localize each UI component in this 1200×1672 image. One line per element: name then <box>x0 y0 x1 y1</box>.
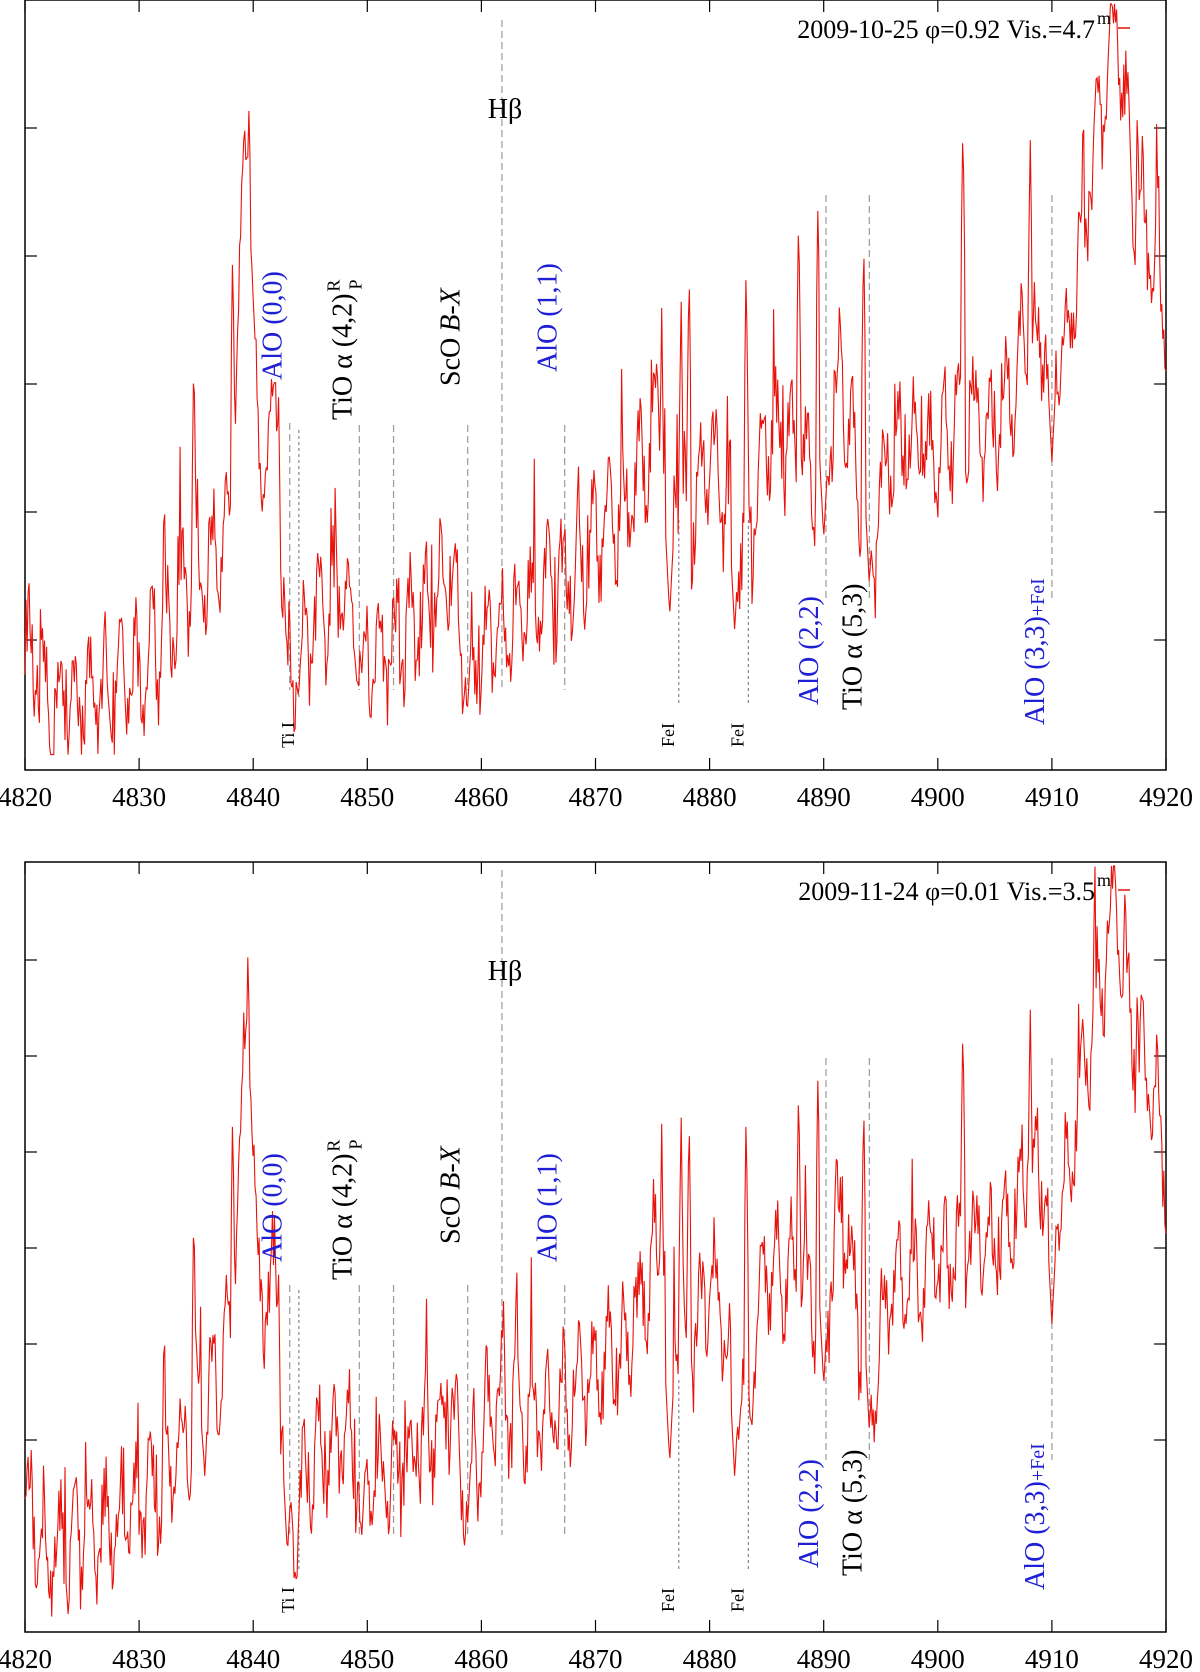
band-label-text: AlO (2,2) <box>794 1459 825 1568</box>
spectrum-panel-1: 4820 4830 4840 4850 4860 4870 4880 4890 4900 4910… <box>0 0 1193 812</box>
spectrum-panel-2: 4820 4830 4840 4850 4860 4870 4880 4890 4900 4910… <box>0 861 1193 1672</box>
x-tick-label: 4920 <box>1139 782 1193 812</box>
h-beta-label: Hβ <box>488 94 522 125</box>
x-tick-label: 4880 <box>683 782 737 812</box>
band-label: AlO (2,2) <box>794 596 825 705</box>
x-tick-label: 4860 <box>454 782 508 812</box>
band-label-text: AlO (3,3) <box>1020 616 1051 725</box>
atomic-line-label: FeI <box>658 1588 678 1612</box>
x-tick-label: 4840 <box>226 782 280 812</box>
spectrum-line <box>24 3 1167 756</box>
x-tick-label: 4850 <box>340 1644 394 1672</box>
band-label-sub: P <box>345 1140 365 1150</box>
band-label-italic: B-X <box>436 1145 467 1189</box>
legend-superscript: m <box>1097 870 1111 890</box>
x-tick-label: 4850 <box>340 782 394 812</box>
band-label-text: TiO α (5,3) <box>837 1450 868 1576</box>
band-label: TiO α (4,2) R P <box>323 280 365 420</box>
band-label: ScO B-X <box>436 1145 467 1244</box>
band-label: AlO (1,1) <box>533 263 564 372</box>
atomic-line-label: FeI <box>727 723 747 747</box>
band-label-italic: B-X <box>436 287 467 331</box>
band-label-text: AlO (3,3) <box>1020 1481 1051 1590</box>
x-tick-label: 4840 <box>226 1644 280 1672</box>
band-label: AlO (1,1) <box>533 1153 564 1262</box>
x-tick-label: 4870 <box>569 1644 623 1672</box>
spectrum-line <box>24 865 1167 1617</box>
legend: 2009-11-24 φ=0.01 Vis.=3.5 m <box>798 870 1130 906</box>
band-label-text: AlO (0,0) <box>258 271 289 380</box>
atomic-line-label: Ti I <box>278 1587 298 1613</box>
band-label: AlO (3,3)+FeI <box>1020 578 1051 725</box>
x-tick-label: 4830 <box>112 782 166 812</box>
x-tick-label: 4880 <box>683 1644 737 1672</box>
band-label-text: TiO α (4,2) <box>327 294 358 420</box>
x-tick-label: 4820 <box>0 1644 52 1672</box>
band-label-text: AlO (0,0) <box>258 1153 289 1262</box>
band-label-suffix: +FeI <box>1027 1443 1049 1481</box>
legend: 2009-10-25 φ=0.92 Vis.=4.7 m <box>797 8 1130 44</box>
x-tick-label: 4900 <box>911 782 965 812</box>
x-tick-label: 4910 <box>1025 782 1079 812</box>
h-beta-label: Hβ <box>488 956 522 987</box>
band-label: TiO α (5,3) <box>837 584 868 710</box>
x-tick-label: 4860 <box>454 1644 508 1672</box>
band-label: TiO α (5,3) <box>837 1450 868 1576</box>
atomic-line-label: FeI <box>727 1588 747 1612</box>
band-label-text: TiO α (5,3) <box>837 584 868 710</box>
x-tick-label: 4910 <box>1025 1644 1079 1672</box>
band-label-suffix: +FeI <box>1027 578 1049 616</box>
band-label-text: ScO <box>436 338 467 386</box>
band-label-sup: R <box>323 1140 343 1152</box>
band-label: AlO (2,2) <box>794 1459 825 1568</box>
band-label: ScO B-X <box>436 287 467 386</box>
legend-superscript: m <box>1097 8 1111 28</box>
band-label-text: ScO <box>436 1196 467 1244</box>
x-tick-label: 4900 <box>911 1644 965 1672</box>
band-label-text: TiO α (4,2) <box>327 1154 358 1280</box>
band-label-text: AlO (2,2) <box>794 596 825 705</box>
band-label: AlO (0,0) <box>258 271 289 380</box>
band-label-text: AlO (1,1) <box>533 1153 564 1262</box>
x-tick-label: 4890 <box>797 1644 851 1672</box>
band-label-text: AlO (1,1) <box>533 263 564 372</box>
band-label: TiO α (4,2) R P <box>323 1140 365 1280</box>
x-tick-label: 4830 <box>112 1644 166 1672</box>
plot-frame <box>24 0 1167 771</box>
x-tick-label: 4870 <box>569 782 623 812</box>
x-tick-label: 4890 <box>797 782 851 812</box>
x-tick-label: 4920 <box>1139 1644 1193 1672</box>
legend-label: 2009-10-25 φ=0.92 Vis.=4.7 <box>797 15 1095 44</box>
band-label-sub: P <box>345 280 365 290</box>
x-tick-label: 4820 <box>0 782 52 812</box>
atomic-line-label: Ti I <box>278 722 298 748</box>
atomic-line-label: FeI <box>658 723 678 747</box>
band-label-sup: R <box>323 280 343 292</box>
band-label: AlO (3,3)+FeI <box>1020 1443 1051 1590</box>
legend-label: 2009-11-24 φ=0.01 Vis.=3.5 <box>798 877 1095 906</box>
band-label: AlO (0,0) <box>258 1153 289 1262</box>
